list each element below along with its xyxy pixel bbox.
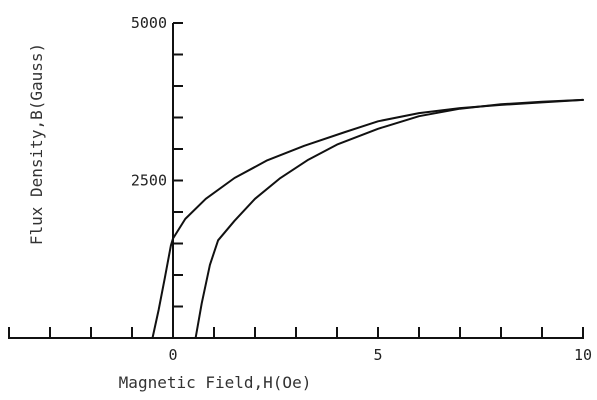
x-axis-label: Magnetic Field,H(Oe) [119, 373, 312, 392]
y-tick-label: 5000 [131, 14, 167, 32]
series-line-2 [194, 98, 584, 339]
x-tick-label: 0 [168, 346, 177, 364]
x-tick-label: 5 [373, 346, 382, 364]
series-layer [151, 98, 584, 339]
x-axis: 0 5 10 [8, 327, 592, 364]
y-axis-label: Flux Density,B(Gauss) [27, 43, 46, 245]
series-line-1 [151, 98, 584, 339]
y-tick-label: 2500 [131, 172, 167, 190]
x-tick-label: 10 [574, 346, 592, 364]
y-axis: 2500 5000 [131, 14, 183, 338]
